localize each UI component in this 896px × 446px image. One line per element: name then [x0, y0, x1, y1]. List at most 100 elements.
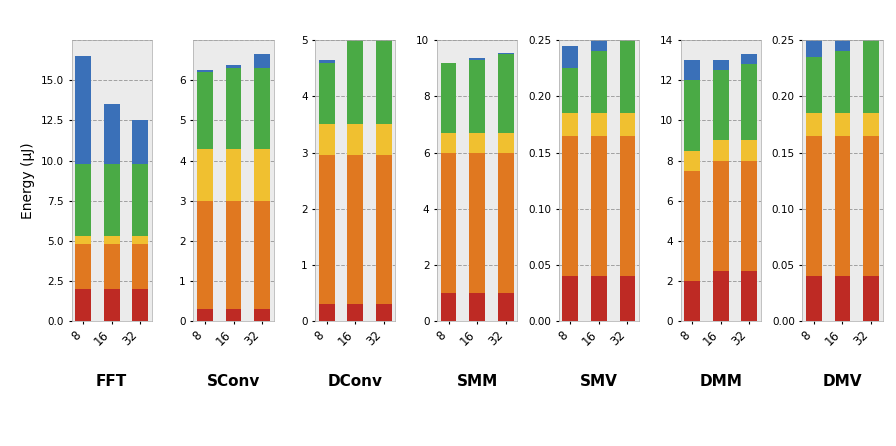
Bar [376, 304, 392, 321]
Bar [441, 62, 456, 133]
Bar [441, 133, 456, 153]
Bar [470, 293, 485, 321]
Bar [226, 68, 241, 149]
Bar [685, 170, 700, 281]
Bar [835, 113, 850, 136]
Bar [685, 80, 700, 150]
Bar [319, 155, 334, 304]
Bar [498, 133, 513, 153]
Bar [685, 281, 700, 321]
Bar [133, 120, 148, 164]
Bar [197, 72, 213, 149]
Bar [470, 58, 485, 60]
Bar [806, 276, 822, 321]
Bar [620, 40, 635, 113]
X-axis label: FFT: FFT [96, 374, 127, 388]
Bar [835, 136, 850, 276]
Bar [713, 60, 728, 70]
Bar [835, 23, 850, 51]
Bar [563, 113, 578, 136]
Bar [254, 149, 270, 201]
Bar [863, 136, 879, 276]
Bar [376, 124, 392, 155]
Bar [741, 161, 757, 271]
Bar [319, 60, 334, 62]
Bar [498, 153, 513, 293]
Bar [348, 124, 363, 155]
Bar [806, 136, 822, 276]
Bar [498, 53, 513, 54]
Bar [863, 113, 879, 136]
Bar [75, 56, 91, 164]
Bar [806, 57, 822, 113]
Bar [319, 304, 334, 321]
Bar [863, 40, 879, 113]
Bar [470, 133, 485, 153]
Bar [563, 46, 578, 68]
X-axis label: DMM: DMM [699, 374, 742, 388]
Bar [441, 153, 456, 293]
Bar [226, 309, 241, 321]
Bar [319, 62, 334, 124]
Bar [498, 54, 513, 133]
Bar [685, 150, 700, 170]
X-axis label: SMV: SMV [580, 374, 618, 388]
Bar [319, 124, 334, 155]
Bar [620, 276, 635, 321]
Bar [591, 51, 607, 113]
Bar [226, 201, 241, 309]
Bar [806, 113, 822, 136]
Bar [133, 236, 148, 244]
Bar [254, 201, 270, 309]
Bar [226, 149, 241, 201]
Bar [713, 70, 728, 140]
X-axis label: SConv: SConv [207, 374, 260, 388]
Bar [254, 54, 270, 68]
Bar [685, 60, 700, 80]
Bar [591, 113, 607, 136]
Bar [376, 155, 392, 304]
Bar [348, 34, 363, 37]
Bar [713, 271, 728, 321]
Bar [835, 276, 850, 321]
Bar [741, 140, 757, 161]
Bar [376, 32, 392, 37]
Bar [620, 136, 635, 276]
Y-axis label: Energy (μJ): Energy (μJ) [22, 142, 35, 219]
Bar [441, 293, 456, 321]
Bar [470, 60, 485, 133]
Bar [133, 289, 148, 321]
Bar [863, 276, 879, 321]
Bar [591, 276, 607, 321]
Bar [104, 289, 119, 321]
Bar [254, 309, 270, 321]
Bar [104, 236, 119, 244]
Bar [348, 304, 363, 321]
X-axis label: DMV: DMV [823, 374, 862, 388]
Bar [863, 0, 879, 40]
Bar [713, 161, 728, 271]
X-axis label: SMM: SMM [456, 374, 498, 388]
Bar [226, 66, 241, 68]
Bar [741, 271, 757, 321]
Bar [197, 149, 213, 201]
Bar [498, 293, 513, 321]
Bar [348, 155, 363, 304]
Bar [713, 140, 728, 161]
Bar [470, 153, 485, 293]
Bar [75, 289, 91, 321]
Bar [197, 201, 213, 309]
Bar [620, 113, 635, 136]
Bar [741, 54, 757, 64]
Bar [75, 244, 91, 289]
Bar [591, 136, 607, 276]
Bar [563, 276, 578, 321]
Bar [197, 70, 213, 72]
Bar [376, 37, 392, 124]
X-axis label: DConv: DConv [328, 374, 383, 388]
Bar [104, 164, 119, 236]
Bar [133, 244, 148, 289]
Bar [75, 164, 91, 236]
Bar [133, 164, 148, 236]
Bar [563, 68, 578, 113]
